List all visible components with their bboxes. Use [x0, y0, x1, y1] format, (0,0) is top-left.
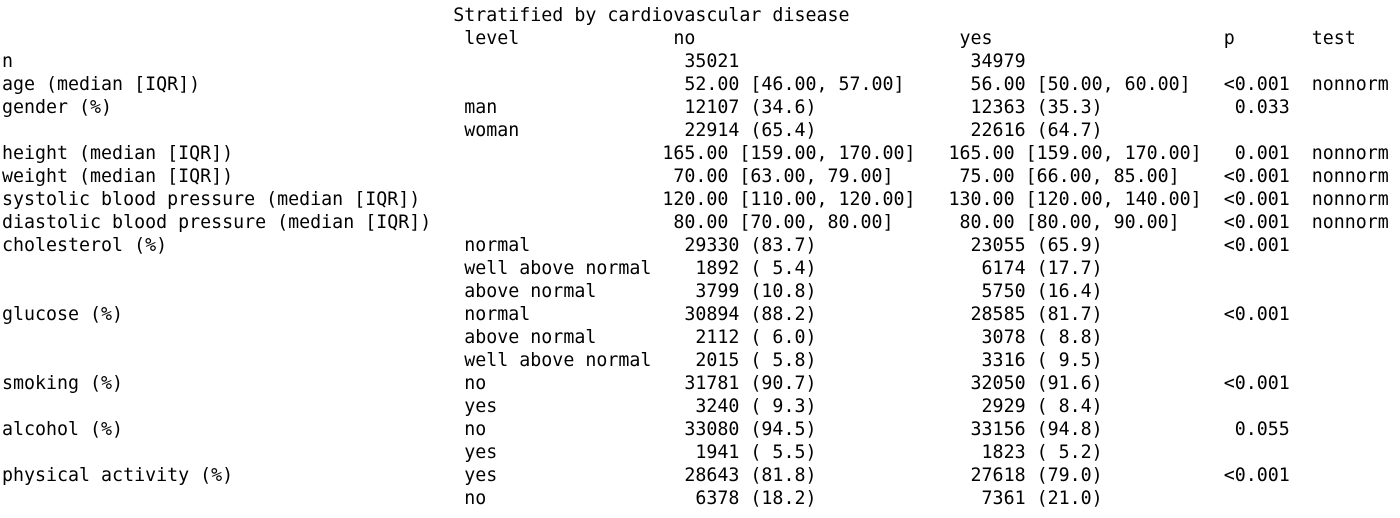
tableone-console-output: Stratified by cardiovascular disease lev… [2, 5, 1389, 509]
r-console-viewport: Stratified by cardiovascular disease lev… [2, 5, 1389, 509]
